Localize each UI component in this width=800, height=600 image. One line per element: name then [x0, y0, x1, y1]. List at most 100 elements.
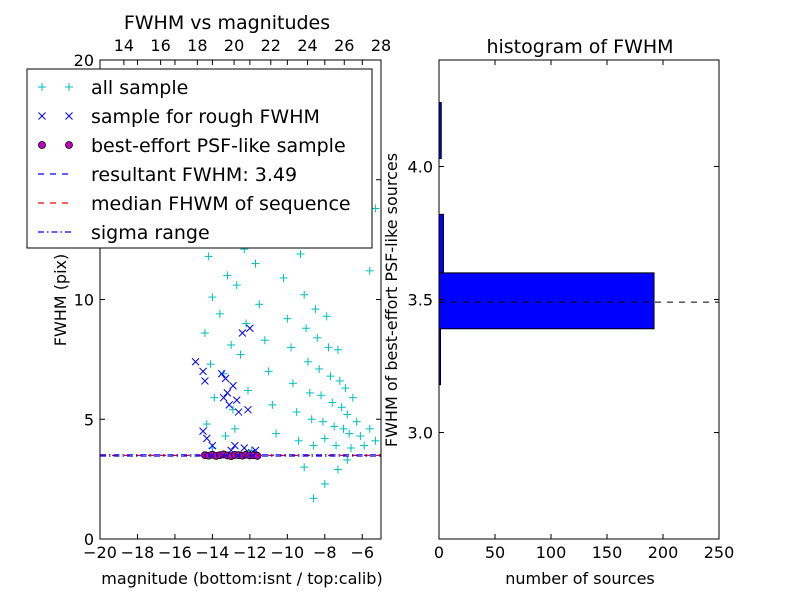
point-0-25	[255, 300, 264, 309]
point-0-38	[300, 290, 309, 299]
histogram-xlabel: number of sources	[505, 569, 655, 588]
legend-entry-1: sample for rough FWHM	[38, 106, 320, 128]
x-tick-label-1: −18	[121, 543, 155, 562]
point-0-33	[287, 343, 296, 352]
point-1-3-b	[199, 427, 207, 436]
point-1-13-b	[234, 408, 243, 416]
point-0-37	[296, 249, 305, 258]
point-1-5-b	[208, 441, 217, 450]
point-1-7-b	[221, 374, 230, 383]
scatter-hlines	[100, 454, 381, 457]
point-0-26	[260, 336, 269, 345]
legend-marker-b-2	[65, 141, 73, 149]
point-1-16-b	[244, 405, 252, 414]
scatter-title: FWHM vs magnitudes	[124, 12, 330, 34]
legend-label-4: median FHWM of sequence	[91, 193, 351, 215]
point-1-8-b	[223, 389, 232, 397]
point-0-21	[230, 424, 239, 433]
point-0-9	[223, 271, 232, 280]
x-tick-label-2: −16	[158, 543, 192, 562]
hist-x-tick-label-1: 50	[485, 543, 505, 562]
point-0-62	[345, 429, 354, 438]
hist-y-tick-label-2: 4.0	[408, 157, 433, 176]
point-0-34	[288, 379, 297, 388]
legend-marker-a-0	[38, 83, 46, 91]
legend-entries: all sample sample for rough FWHM best-effo…	[38, 77, 351, 244]
point-0-35	[292, 408, 301, 417]
legend-label-2: best-effort PSF-like sample	[91, 135, 346, 157]
point-0-65	[352, 417, 361, 426]
x-tick-label-7: −6	[350, 543, 374, 562]
point-0-17	[232, 281, 241, 290]
point-0-24	[251, 259, 260, 268]
top-x-tick-label-4: 22	[261, 36, 281, 55]
point-0-31	[279, 273, 288, 282]
point-1-1-b	[199, 367, 207, 376]
x-tick-label-6: −8	[313, 543, 337, 562]
legend-entry-2: best-effort PSF-like sample	[38, 135, 346, 157]
point-0-80	[320, 479, 329, 488]
point-1-0	[191, 357, 200, 366]
point-0-56	[333, 345, 342, 354]
point-1-0-b	[191, 357, 200, 366]
point-1-15	[246, 324, 254, 333]
point-1-20-b	[240, 444, 249, 452]
hist-y-tick-label-0: 3.0	[408, 424, 433, 443]
point-0-3	[200, 329, 209, 338]
legend-marker-b-1	[65, 112, 73, 120]
legend-entry-4: median FHWM of sequence	[38, 193, 351, 215]
hist-x-tick-label-5: 250	[704, 543, 735, 562]
point-1-16	[244, 405, 252, 414]
point-1-5	[208, 441, 217, 450]
point-0-84	[343, 455, 352, 464]
point-1-11-b	[229, 381, 237, 390]
point-0-48	[318, 417, 327, 426]
x-tick-label-5: −10	[270, 543, 304, 562]
point-0-46	[315, 364, 324, 373]
point-0-29	[272, 429, 281, 438]
scatter-ylabel: FWHM (pix)	[51, 254, 70, 347]
point-0-1	[204, 252, 213, 261]
point-0-19	[236, 350, 245, 359]
point-1-2-b	[201, 377, 209, 385]
point-0-86	[365, 266, 374, 275]
histogram-ticks: 0 50 100 150 200 250 3.0 3.5 4.0	[408, 60, 735, 562]
legend-entry-5: sigma range	[38, 222, 210, 244]
point-0-20	[243, 386, 252, 395]
point-0-2	[208, 293, 217, 302]
legend-marker-a-1-b	[38, 112, 46, 120]
point-0-41	[305, 388, 314, 397]
point-1-6	[217, 369, 226, 378]
scatter-legend: all sample sample for rough FWHM best-effo…	[26, 68, 373, 249]
point-0-68	[365, 424, 374, 433]
point-1-11	[229, 381, 237, 390]
y-tick-label-2: 10	[74, 291, 94, 310]
top-x-tick-label-5: 24	[297, 36, 317, 55]
point-1-3	[199, 427, 207, 436]
top-x-tick-label-2: 18	[187, 36, 207, 55]
point-1-9	[219, 393, 228, 402]
point-0-43	[309, 441, 318, 450]
point-0-55	[332, 441, 341, 450]
point-0-36	[294, 436, 303, 445]
x-tick-label-3: −14	[196, 543, 230, 562]
point-0-45	[313, 333, 322, 342]
hist-x-tick-label-3: 150	[592, 543, 623, 562]
point-0-42	[307, 415, 316, 424]
point-1-4-b	[202, 434, 211, 443]
point-1-15-b	[246, 324, 254, 333]
y-tick-label-4: 20	[74, 51, 94, 70]
legend-label-0: all sample	[91, 77, 188, 99]
point-0-63	[347, 443, 356, 452]
legend-entry-0: all sample	[38, 77, 188, 99]
point-0-69	[371, 436, 380, 445]
point-1-1	[199, 367, 207, 376]
point-0-61	[343, 410, 352, 419]
hist-y-tick-label-1: 3.5	[408, 291, 433, 310]
point-1-9-b	[219, 393, 228, 402]
point-1-2	[201, 377, 209, 385]
point-1-17-b	[231, 441, 239, 450]
point-0-39	[302, 324, 311, 333]
point-0-5	[210, 393, 219, 402]
